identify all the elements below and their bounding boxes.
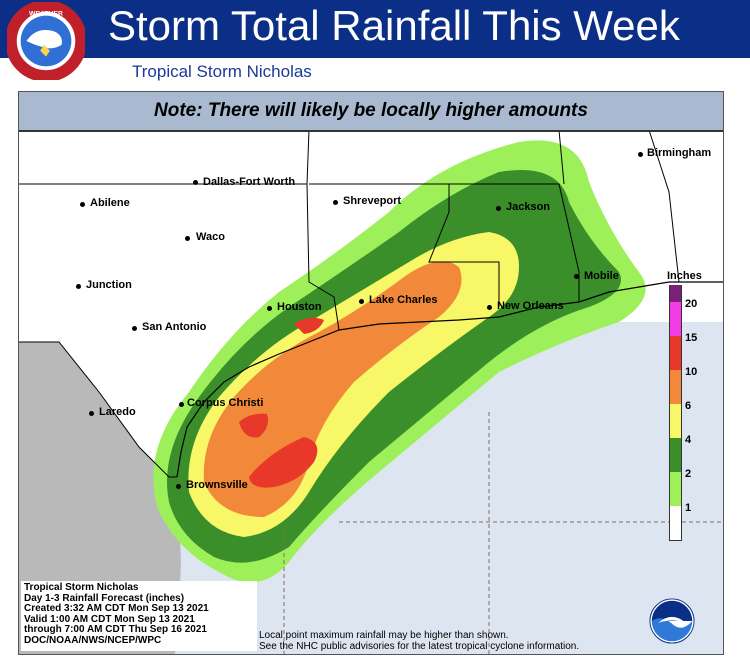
header-band [0, 0, 750, 58]
mexico-land [19, 342, 181, 654]
coastline [176, 281, 723, 478]
legend-swatch-2 [669, 438, 682, 472]
forecast-info-box: Tropical Storm Nicholas Day 1-3 Rainfall… [21, 581, 257, 651]
rainfall-map: Note: There will likely be locally highe… [18, 91, 724, 655]
legend-label-2: 2 [685, 468, 692, 480]
info-line-1: Tropical Storm Nicholas [24, 582, 139, 593]
rain-10in-core-1 [249, 437, 318, 488]
rain-10in-core-2 [239, 413, 268, 438]
legend-swatch-15 [669, 302, 682, 336]
legend-title: Inches [667, 270, 702, 282]
nws-logo: WEATHER [7, 2, 85, 80]
svg-text:WEATHER: WEATHER [29, 11, 63, 18]
info-line-3: Created 3:32 AM CDT Mon Sep 13 2021 [24, 603, 209, 614]
disclaimer-line-2: See the NHC public advisories for the la… [259, 641, 580, 652]
header: WEATHER Storm Total Rainfall This Week T… [0, 0, 750, 86]
border-texas-mexico [19, 341, 177, 478]
legend-label-20: 20 [685, 298, 698, 310]
noaa-logo [649, 598, 695, 644]
legend-label-6: 6 [685, 400, 692, 412]
map-note: Note: There will likely be locally highe… [19, 92, 723, 132]
disclaimer-line-1: Local point maximum rainfall may be high… [259, 630, 509, 641]
page-title: Storm Total Rainfall This Week [108, 2, 680, 49]
legend-swatch-10 [669, 336, 682, 370]
legend-swatch-0 [669, 506, 682, 541]
legend-swatch-6 [669, 370, 682, 404]
legend-swatch-4 [669, 404, 682, 438]
info-line-4: Valid 1:00 AM CDT Mon Sep 13 2021 [24, 613, 195, 625]
map-canvas [19, 129, 723, 654]
page-subtitle: Tropical Storm Nicholas [132, 62, 312, 81]
state-borders [19, 129, 680, 331]
gulf-grid-lines [283, 412, 723, 654]
legend-label-1: 1 [685, 502, 692, 514]
legend-label-15: 15 [685, 332, 698, 344]
disclaimer: Local point maximum rainfall may be high… [259, 630, 579, 652]
legend-swatch-1 [669, 472, 682, 506]
info-line-2: Day 1-3 Rainfall Forecast (inches) [24, 592, 185, 604]
info-line-5: through 7:00 AM CDT Thu Sep 16 2021 [24, 624, 207, 635]
legend-label-4: 4 [685, 434, 692, 446]
legend-label-10: 10 [685, 366, 698, 378]
info-line-6: DOC/NOAA/NWS/NCEP/WPC [24, 634, 162, 646]
rain-6in-band [203, 261, 462, 517]
rain-10in-core-3 [294, 317, 324, 334]
legend-swatch-20 [669, 285, 682, 302]
